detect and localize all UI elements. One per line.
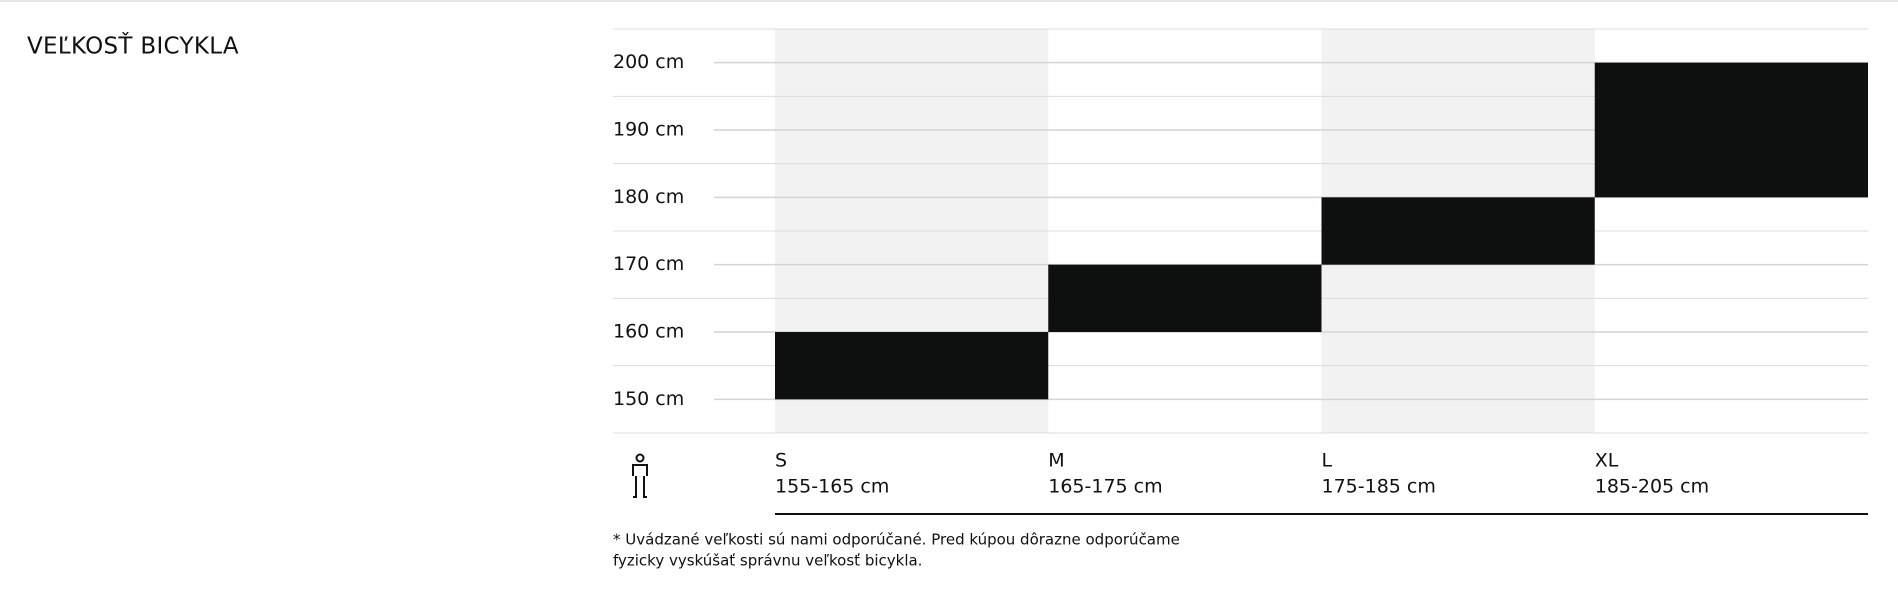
footnote-line: * Uvádzané veľkosti sú nami odporúčané. … <box>613 531 1180 549</box>
y-tick-label: 170 cm <box>613 253 684 275</box>
person-icon <box>632 453 648 498</box>
size-bar <box>1594 62 1868 198</box>
size-label: XL <box>1595 450 1619 472</box>
y-tick-label: 190 cm <box>613 119 684 141</box>
y-tick-label: 150 cm <box>613 388 684 410</box>
footnote-line: fyzicky vyskúšať správnu veľkosť bicykla… <box>613 552 922 570</box>
size-bar <box>775 332 1049 400</box>
height-range-label: 175-185 cm <box>1322 476 1436 498</box>
size-label: S <box>775 450 787 472</box>
height-range-label: 155-165 cm <box>775 476 889 498</box>
height-range-label: 165-175 cm <box>1048 476 1162 498</box>
height-range-label: 185-205 cm <box>1595 476 1709 498</box>
y-tick-label: 200 cm <box>613 51 684 73</box>
section-title: VEĽKOSŤ BICYKLA <box>27 32 239 60</box>
size-bar <box>1321 197 1595 265</box>
size-bar <box>1048 264 1322 332</box>
y-tick-label: 180 cm <box>613 186 684 208</box>
size-chart: 150 cm 160 cm 170 cm 180 cm 190 cm 200 cm S 155… <box>613 28 1868 498</box>
size-label: L <box>1322 450 1333 472</box>
y-tick-label: 160 cm <box>613 321 684 343</box>
size-label: M <box>1048 450 1064 472</box>
